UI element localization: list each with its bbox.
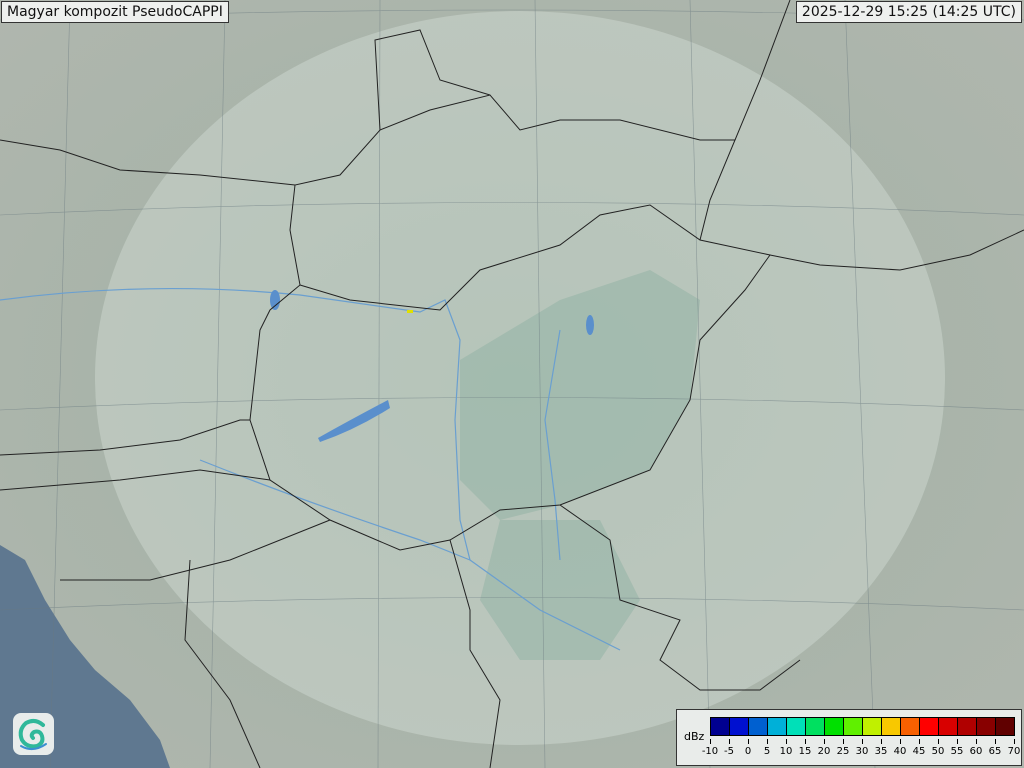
legend-swatch (882, 718, 901, 735)
legend-swatch (901, 718, 920, 735)
legend-tick-label: 50 (931, 746, 945, 757)
legend-tick-mark (786, 739, 787, 744)
legend-tick-label: 5 (763, 746, 771, 757)
dbz-legend: dBz -10 -5 0 5 10 15 20 25 30 35 40 45 50 55 60 65 70 (676, 709, 1022, 766)
legend-tick-mark (843, 739, 844, 744)
legend-tick-label: 30 (855, 746, 869, 757)
legend-swatch (806, 718, 825, 735)
legend-tick-mark (919, 739, 920, 744)
great-plain (460, 270, 700, 660)
legend-tick-label: 70 (1007, 746, 1021, 757)
legend-color-bar (710, 717, 1015, 736)
legend-tick-label: 35 (874, 746, 888, 757)
lakes (270, 290, 594, 442)
legend-swatch (958, 718, 977, 735)
legend-swatch (996, 718, 1014, 735)
legend-tick-mark (710, 739, 711, 744)
legend-tick-mark (881, 739, 882, 744)
legend-tick-mark (805, 739, 806, 744)
legend-tick-label: 10 (779, 746, 793, 757)
legend-tick-label: 55 (950, 746, 964, 757)
legend-swatch (863, 718, 882, 735)
legend-tick-mark (824, 739, 825, 744)
map-title: Magyar kompozit PseudoCAPPI (1, 1, 229, 23)
legend-tick-label: 40 (893, 746, 907, 757)
legend-swatch (787, 718, 806, 735)
legend-tick-mark (862, 739, 863, 744)
legend-swatch (939, 718, 958, 735)
legend-swatch (768, 718, 787, 735)
legend-unit: dBz (684, 730, 705, 743)
rivers (0, 287, 621, 651)
legend-tick-label: -5 (724, 746, 734, 757)
legend-tick-mark (995, 739, 996, 744)
legend-tick-label: 25 (836, 746, 850, 757)
legend-tick-mark (767, 739, 768, 744)
legend-swatch (920, 718, 939, 735)
legend-tick-label: 65 (988, 746, 1002, 757)
legend-swatch (749, 718, 768, 735)
legend-swatch (730, 718, 749, 735)
legend-swatch (844, 718, 863, 735)
legend-tick-mark (729, 739, 730, 744)
radar-echo (407, 310, 413, 313)
timestamp: 2025-12-29 15:25 (14:25 UTC) (795, 1, 1022, 23)
legend-tick-label: 60 (969, 746, 983, 757)
legend-tick-mark (748, 739, 749, 744)
legend-swatch (711, 718, 730, 735)
legend-tick-label: 0 (744, 746, 752, 757)
legend-tick-mark (957, 739, 958, 744)
legend-swatch (977, 718, 996, 735)
legend-tick-label: 15 (798, 746, 812, 757)
legend-tick-mark (1014, 739, 1015, 744)
adriatic-sea (0, 545, 170, 768)
legend-swatch (825, 718, 844, 735)
legend-tick-mark (976, 739, 977, 744)
legend-tick-mark (900, 739, 901, 744)
legend-tick-label: 45 (912, 746, 926, 757)
legend-tick-label: 20 (817, 746, 831, 757)
legend-tick-label: -10 (701, 746, 719, 757)
legend-ticks: -10 -5 0 5 10 15 20 25 30 35 40 45 50 55 60 65 70 (696, 739, 1024, 761)
swirl-logo-icon[interactable] (13, 713, 54, 755)
legend-tick-mark (938, 739, 939, 744)
